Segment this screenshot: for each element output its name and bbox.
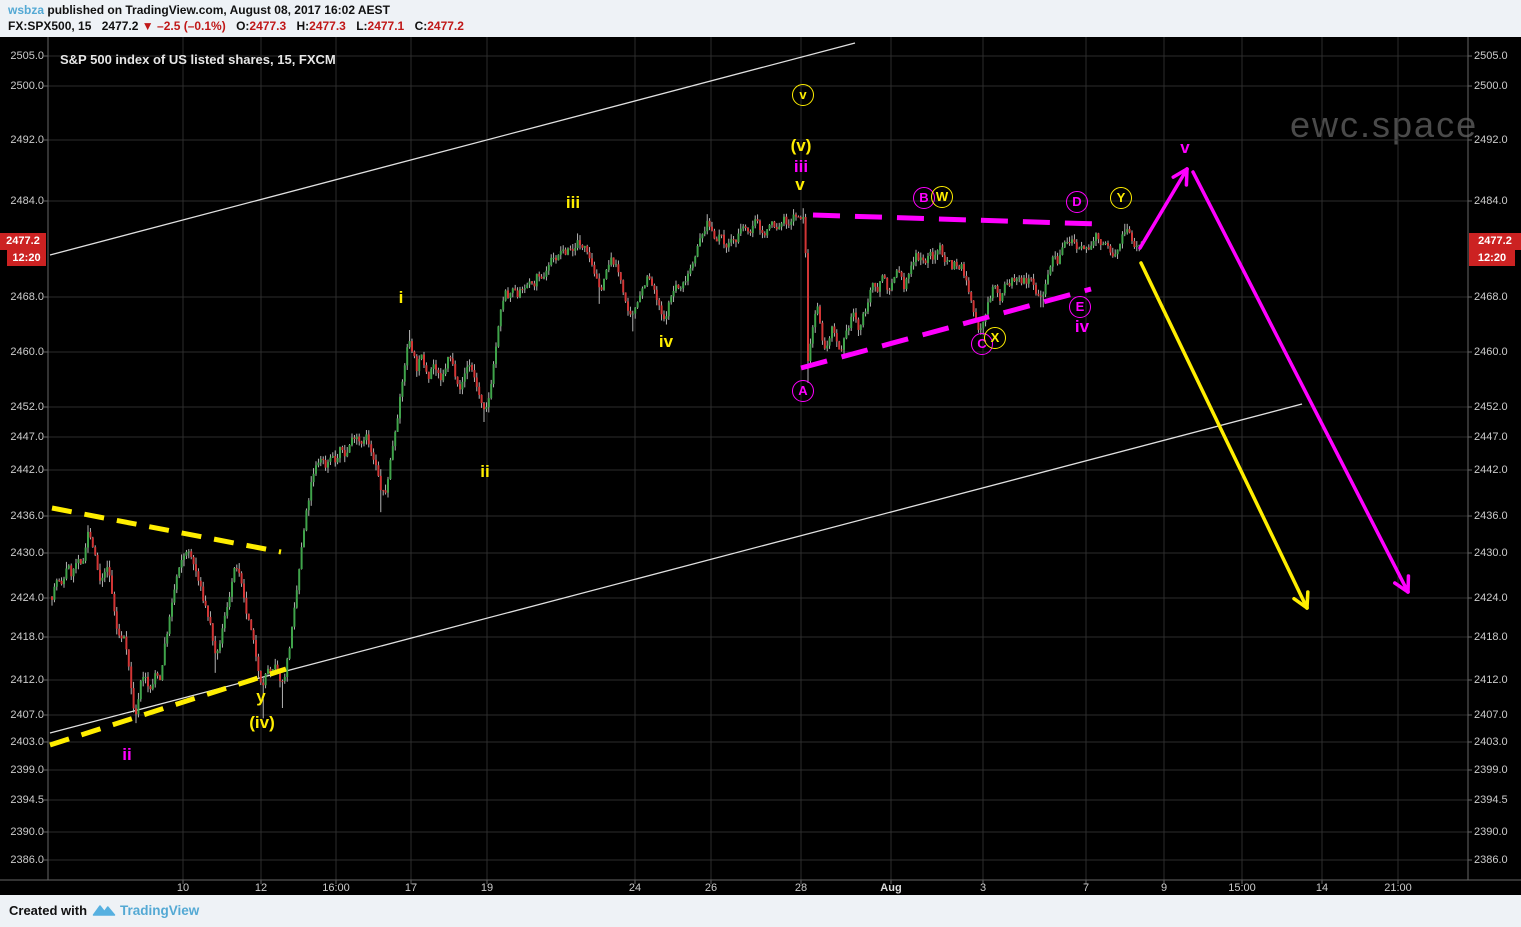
time-tick-label: 26 xyxy=(704,882,718,894)
time-tick-label: 12 xyxy=(254,882,268,894)
watermark: ewc.space xyxy=(1290,104,1479,145)
down-triangle-icon: ▼ xyxy=(141,19,154,33)
time-tick-label: 19 xyxy=(480,882,494,894)
published-line: wsbza published on TradingView.com, Augu… xyxy=(8,3,390,17)
time-tick-label: Aug xyxy=(880,882,902,894)
time-tick-label: 15:00 xyxy=(1228,882,1256,894)
tradingview-link[interactable]: TradingView xyxy=(120,903,200,918)
time-tick-label: 17 xyxy=(404,882,418,894)
low-value: 2477.1 xyxy=(367,19,405,33)
publisher-link[interactable]: wsbza xyxy=(8,3,45,17)
tradingview-logo-icon xyxy=(92,902,116,923)
chart-area[interactable]: ewc.space xyxy=(0,37,1521,895)
close-value: 2477.2 xyxy=(427,19,464,33)
last-time-badge-left: 12:20 xyxy=(7,250,46,266)
low-label: L: xyxy=(356,19,368,33)
close-label: C: xyxy=(414,19,428,33)
time-tick-label: 24 xyxy=(628,882,642,894)
time-tick-label: 28 xyxy=(794,882,808,894)
change-value: –2.5 (–0.1%) xyxy=(157,19,226,33)
chart-title: S&P 500 index of US listed shares, 15, F… xyxy=(60,52,336,67)
time-tick-label: 16:00 xyxy=(322,882,350,894)
open-label: O: xyxy=(236,19,250,33)
last-price-badge-left: 2477.2 xyxy=(0,233,46,250)
published-text: published on TradingView.com, August 08,… xyxy=(47,3,390,17)
symbol-label: FX:SPX500, 15 xyxy=(8,19,92,33)
time-tick-label: 3 xyxy=(979,882,987,894)
last-time-badge-right: 12:20 xyxy=(1469,250,1515,266)
high-value: 2477.3 xyxy=(309,19,346,33)
time-tick-label: 10 xyxy=(176,882,190,894)
created-with-text: Created with xyxy=(9,903,88,918)
time-tick-label: 21:00 xyxy=(1384,882,1412,894)
last-price-badge-right: 2477.2 xyxy=(1469,233,1521,250)
time-tick-label: 9 xyxy=(1160,882,1168,894)
last-price: 2477.2 xyxy=(101,19,139,33)
header: wsbza published on TradingView.com, Augu… xyxy=(0,0,1521,37)
high-label: H: xyxy=(296,19,310,33)
open-value: 2477.3 xyxy=(249,19,287,33)
footer: Created with TradingView xyxy=(0,895,1521,927)
time-tick-label: 7 xyxy=(1082,882,1090,894)
symbol-ohlc-line: FX:SPX500, 15 2477.2 ▼ –2.5 (–0.1%) O:24… xyxy=(8,19,464,33)
time-tick-label: 14 xyxy=(1315,882,1329,894)
